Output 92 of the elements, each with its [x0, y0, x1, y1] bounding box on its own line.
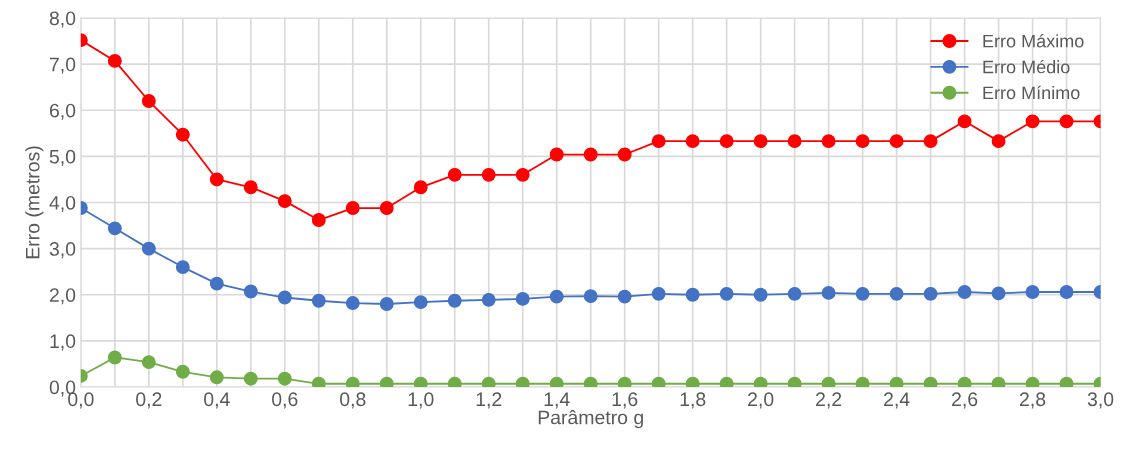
point — [345, 296, 360, 310]
y-tick-label: 1,0 — [50, 334, 76, 351]
point — [753, 287, 768, 302]
point — [209, 172, 224, 187]
point — [515, 291, 530, 306]
y-tick-label: 5,0 — [49, 149, 76, 166]
point — [277, 194, 292, 209]
legend-label: Erro Máximo — [983, 34, 1084, 48]
point — [549, 147, 564, 162]
point — [651, 134, 666, 149]
point — [1059, 285, 1074, 299]
point — [583, 147, 598, 162]
point — [549, 289, 564, 304]
point — [175, 364, 190, 379]
point — [1025, 285, 1040, 299]
point — [175, 127, 190, 142]
point — [923, 134, 938, 149]
x-tick-label: 1,0 — [408, 392, 434, 409]
point — [889, 134, 904, 149]
point — [957, 285, 972, 299]
point — [243, 371, 258, 386]
x-tick-label: 2,8 — [1020, 392, 1046, 409]
point — [651, 286, 666, 301]
x-tick-label: 1,6 — [612, 392, 638, 409]
point — [243, 284, 258, 299]
point — [311, 293, 326, 308]
point — [481, 292, 496, 307]
y-tick-label: 2,0 — [49, 288, 76, 305]
point — [175, 260, 190, 275]
point — [277, 290, 292, 305]
point — [991, 134, 1006, 149]
y-tick-label: 4,0 — [49, 195, 76, 213]
point — [413, 180, 428, 195]
point — [685, 134, 700, 149]
y-axis-title: Erro (metros) — [25, 146, 44, 259]
point — [617, 147, 632, 162]
point — [107, 53, 122, 68]
y-tick-label: 8,0 — [49, 11, 76, 28]
point — [413, 295, 428, 310]
x-tick-label: 0,6 — [272, 392, 298, 409]
x-tick-label: 2,4 — [884, 392, 910, 409]
y-tick-label: 6,0 — [49, 103, 76, 120]
legend-label: Erro Mínimo — [983, 85, 1080, 100]
point — [855, 134, 870, 149]
point — [719, 134, 734, 149]
x-tick-label: 0,8 — [340, 392, 366, 409]
point — [583, 289, 598, 304]
point — [991, 286, 1006, 301]
x-tick-label: 0,2 — [136, 392, 162, 409]
point — [787, 134, 802, 149]
point — [855, 286, 870, 301]
point — [311, 213, 326, 227]
x-tick-label: 2,0 — [748, 392, 774, 409]
y-tick-label: 3,0 — [49, 242, 76, 259]
x-tick-label: 2,2 — [816, 392, 842, 409]
point — [481, 167, 496, 182]
point — [1059, 114, 1074, 129]
point — [447, 167, 462, 182]
point — [957, 114, 972, 129]
point — [379, 297, 394, 311]
x-tick-label: 3,0 — [1087, 392, 1114, 409]
point — [1025, 114, 1040, 129]
point — [685, 287, 700, 302]
point — [889, 286, 904, 301]
point — [141, 241, 156, 256]
point — [719, 286, 734, 301]
x-tick-label: 1,4 — [544, 392, 570, 409]
x-tick-label: 0,4 — [204, 392, 230, 409]
x-tick-label: 1,8 — [680, 392, 706, 409]
point — [209, 370, 224, 385]
point — [617, 289, 632, 304]
legend-label: Erro Médio — [983, 59, 1070, 74]
point — [107, 221, 122, 236]
point — [821, 134, 836, 149]
point — [787, 286, 802, 301]
point — [753, 134, 768, 149]
point — [209, 276, 224, 291]
y-tick-label: 7,0 — [49, 57, 76, 74]
point — [345, 201, 360, 215]
x-tick-label: 2,6 — [952, 392, 978, 409]
point — [243, 180, 258, 195]
point — [141, 94, 156, 108]
point — [515, 167, 530, 182]
point — [821, 285, 836, 300]
point — [277, 371, 292, 386]
x-axis-title: Parâmetro g — [538, 409, 643, 429]
point — [107, 350, 122, 365]
point — [141, 355, 156, 370]
x-tick-label: 1,2 — [476, 392, 502, 409]
point — [447, 293, 462, 308]
point — [379, 201, 394, 215]
point — [923, 286, 938, 301]
